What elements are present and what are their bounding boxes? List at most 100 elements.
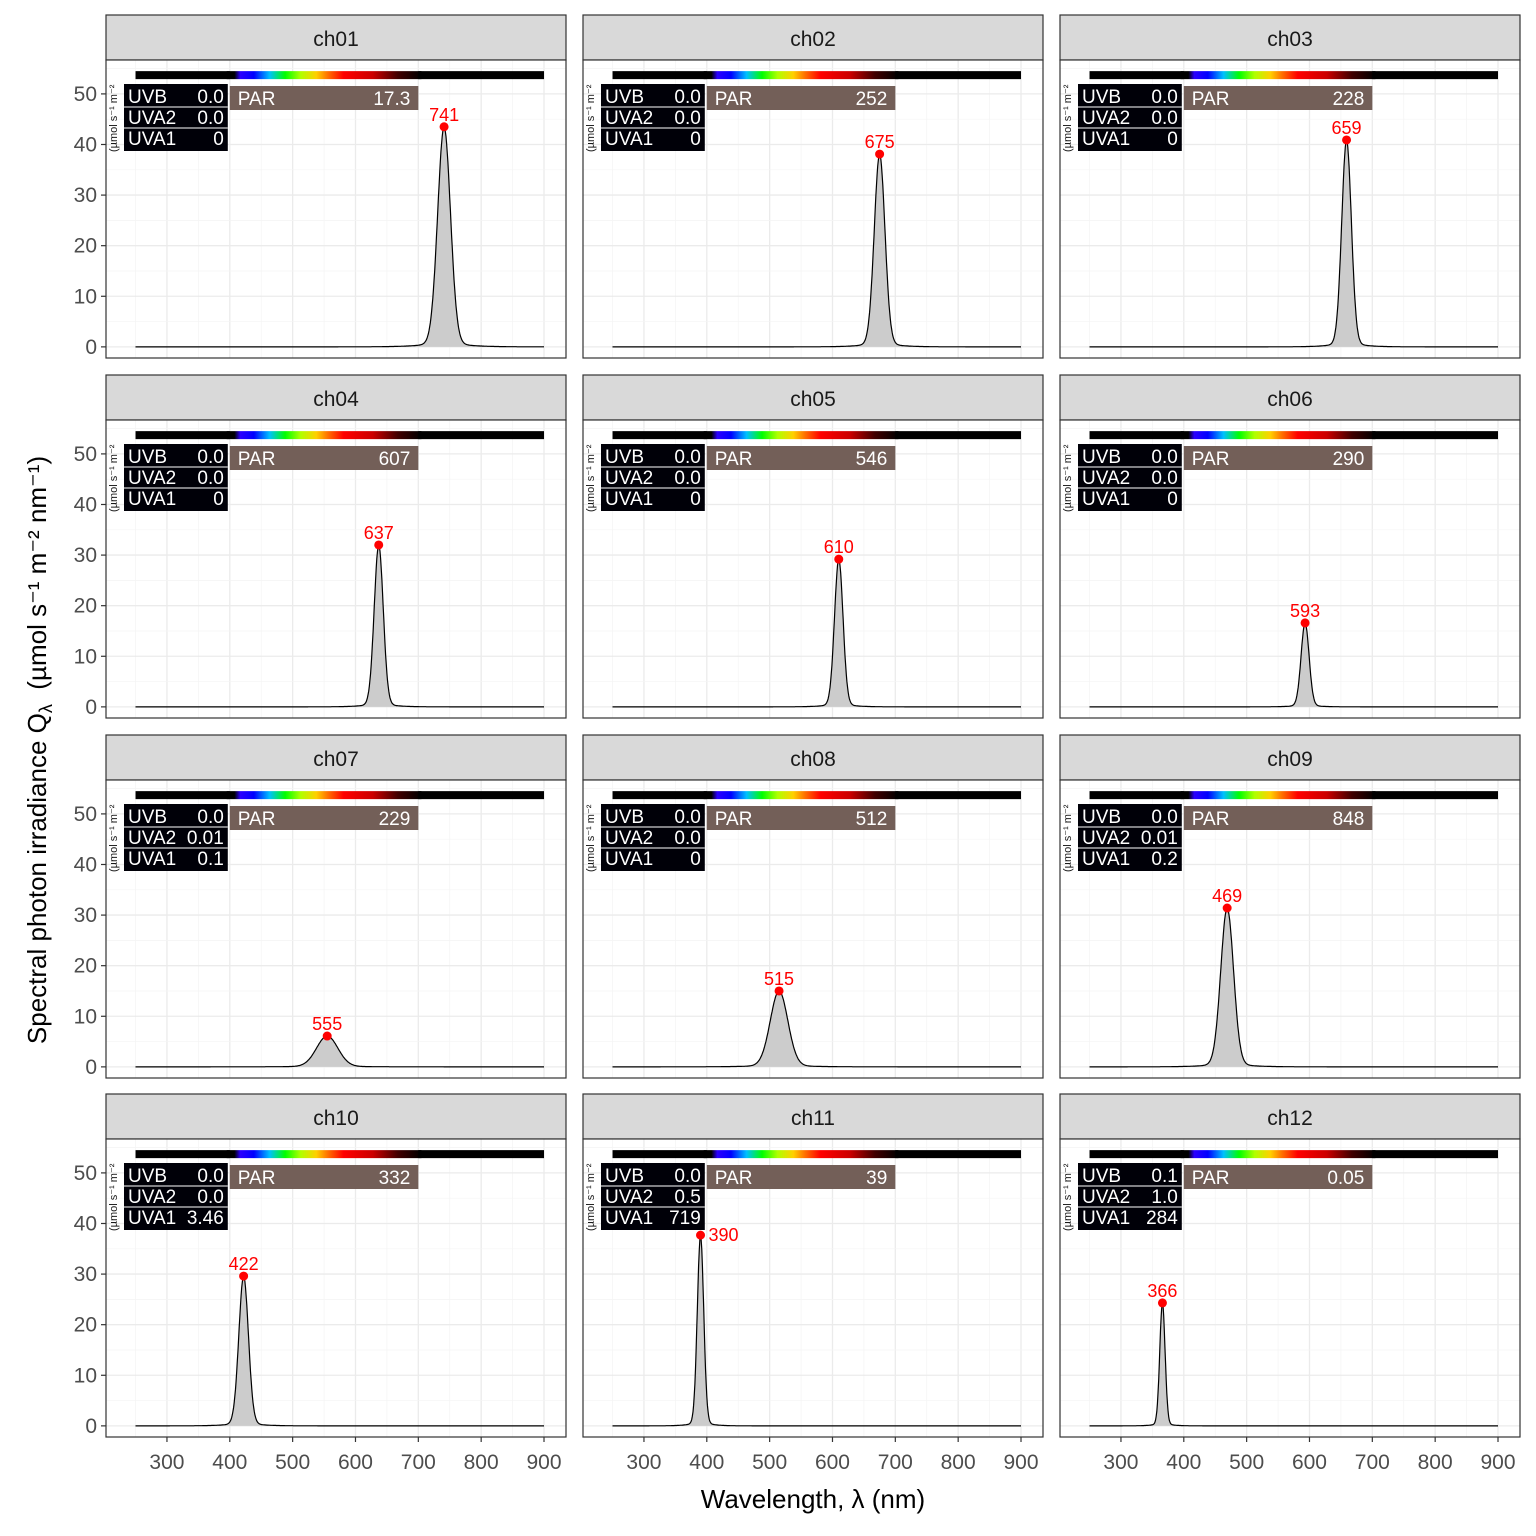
uv-box-value: 0.0 (1151, 468, 1177, 489)
peak-point (1222, 903, 1232, 913)
x-tick-label: 900 (1480, 1451, 1515, 1474)
waveband-bar-visible (226, 1150, 422, 1159)
par-box-label: PAR (715, 89, 753, 110)
y-axis-title-subscript: λ (36, 704, 56, 713)
y-tick-label: 50 (74, 83, 97, 106)
uv-box-label: UVA1 (128, 129, 176, 150)
y-tick-label: 20 (74, 235, 97, 258)
uv-box-value: 719 (669, 1208, 701, 1229)
par-box-value: 512 (856, 809, 888, 830)
y-tick-label: 30 (74, 1263, 97, 1286)
facet-strip-label: ch03 (1267, 28, 1313, 51)
waveband-bar-uv (135, 71, 230, 80)
y-tick-label: 40 (74, 493, 97, 516)
y-tick-label: 20 (74, 955, 97, 978)
spectrum-area (135, 1276, 545, 1426)
par-box-label: PAR (238, 809, 276, 830)
waveband-bar-ir (1372, 431, 1499, 440)
inset-unit-label: (µmol s⁻¹ m⁻² (108, 84, 120, 152)
inset-unit-label: (µmol s⁻¹ m⁻² (1062, 444, 1074, 512)
panel-ch08: ch08 UVB 0.0 UVA2 0.0 UVA1 0 PAR 512 (µmol s⁻¹ m⁻… (582, 734, 1044, 1079)
panel-ch11: ch11 UVB 0.0 UVA2 0.5 UVA1 719 PAR 39 (µmol s⁻¹ m… (582, 1093, 1044, 1474)
peak-label: 515 (764, 969, 794, 989)
uv-box-label: UVA1 (1082, 489, 1130, 510)
par-box-value: 228 (1333, 89, 1365, 110)
facet-strip (582, 734, 1044, 781)
par-box (1183, 806, 1373, 830)
par-box-value: 0.05 (1327, 1168, 1364, 1189)
uv-box-value: 3.46 (187, 1208, 224, 1229)
waveband-bar-uv (612, 1150, 707, 1159)
spectrum-line (135, 1035, 544, 1068)
x-tick-label: 400 (212, 1451, 247, 1474)
x-tick-label: 800 (464, 1451, 499, 1474)
uv-box-label: UVA2 (1082, 1187, 1130, 1208)
uv-box-value: 0.0 (674, 1166, 700, 1187)
x-tick-label: 300 (1103, 1451, 1138, 1474)
uv-box-label: UVA1 (128, 849, 176, 870)
spectrum-line (612, 152, 1021, 348)
peak-point (1157, 1298, 1167, 1308)
par-box-label: PAR (715, 809, 753, 830)
x-tick-label: 700 (401, 1451, 436, 1474)
panel-border (582, 779, 1044, 1079)
panel-plot-area: UVB 0.0 UVA2 0.5 UVA1 719 PAR 39 (µmol s⁻¹ m⁻² 39… (583, 1139, 1043, 1437)
y-tick-label: 40 (74, 1212, 97, 1235)
inset-unit-label: (µmol s⁻¹ m⁻² (585, 804, 597, 872)
uv-box-value: 0 (690, 129, 701, 150)
uv-box-value: 0.0 (1151, 108, 1177, 129)
par-box-value: 229 (379, 809, 411, 830)
waveband-bar-uv (1089, 1150, 1184, 1159)
panel-plot-area: UVB 0.1 UVA2 1.0 UVA1 284 PAR 0.05 (µmol s⁻¹ m⁻²… (1060, 1139, 1520, 1437)
y-tick-label: 30 (74, 904, 97, 927)
uv-box-value: 0.0 (1151, 87, 1177, 108)
panel-border (582, 59, 1044, 359)
facet-strip-label: ch02 (790, 28, 836, 51)
y-axis-title: Spectral photon irradiance Qλ (µmol s⁻¹ … (22, 456, 56, 1044)
peak-label: 741 (429, 105, 459, 125)
uv-box-value: 0.1 (197, 849, 223, 870)
panel-plot-area: UVB 0.0 UVA2 0.0 UVA1 0 PAR 607 (µmol s⁻¹ m⁻² 637 (106, 420, 566, 718)
inset-unit-label: (µmol s⁻¹ m⁻² (585, 84, 597, 152)
waveband-bar-ir (418, 431, 545, 440)
x-tick-label: 600 (338, 1451, 373, 1474)
y-tick-label: 20 (74, 595, 97, 618)
peak-point (322, 1031, 332, 1041)
spectrum-line (1089, 1302, 1498, 1427)
facet-strip (582, 374, 1044, 421)
x-tick-label: 300 (626, 1451, 661, 1474)
uv-box-value: 0.0 (197, 468, 223, 489)
uv-box-label: UVB (1082, 87, 1121, 108)
uv-box-value: 0 (1167, 489, 1178, 510)
inset-unit-label: (µmol s⁻¹ m⁻² (108, 444, 120, 512)
uv-box-label: UVB (128, 807, 167, 828)
panel-ch02: ch02 UVB 0.0 UVA2 0.0 UVA1 0 PAR 252 (µmol s⁻¹ m⁻… (582, 14, 1044, 359)
par-box (1183, 446, 1373, 470)
inset-unit-label: (µmol s⁻¹ m⁻² (1062, 1163, 1074, 1231)
panel-border (1059, 419, 1521, 719)
waveband-bar-visible (703, 431, 899, 440)
uv-box-label: UVA2 (1082, 828, 1130, 849)
uv-box-value: 0.0 (197, 87, 223, 108)
uv-box-label: UVA1 (128, 489, 176, 510)
facet-strip-label: ch01 (313, 28, 359, 51)
panel-ch10: ch10 UVB 0.0 UVA2 0.0 UVA1 3.46 PAR 332 (µmol s⁻¹… (74, 1093, 567, 1474)
peak-point (1342, 135, 1352, 145)
facet-strip-label: ch09 (1267, 748, 1313, 771)
uv-box-value: 0.0 (197, 1187, 223, 1208)
y-tick-label: 50 (74, 443, 97, 466)
y-tick-label: 40 (74, 133, 97, 156)
inset-unit-label: (µmol s⁻¹ m⁻² (585, 444, 597, 512)
par-box-label: PAR (238, 1168, 276, 1189)
par-box-value: 848 (1333, 809, 1365, 830)
facet-strip-label: ch10 (313, 1107, 359, 1130)
y-tick-label: 0 (85, 696, 97, 719)
facet-strip (1059, 1093, 1521, 1140)
uv-box-value: 0.01 (1141, 828, 1178, 849)
uv-box-label: UVA1 (128, 1208, 176, 1229)
uv-box-value: 0 (690, 849, 701, 870)
uv-box-label: UVA2 (128, 108, 176, 129)
uv-box-label: UVA2 (605, 1187, 653, 1208)
uv-box-label: UVB (128, 87, 167, 108)
waveband-bar-uv (135, 1150, 230, 1159)
